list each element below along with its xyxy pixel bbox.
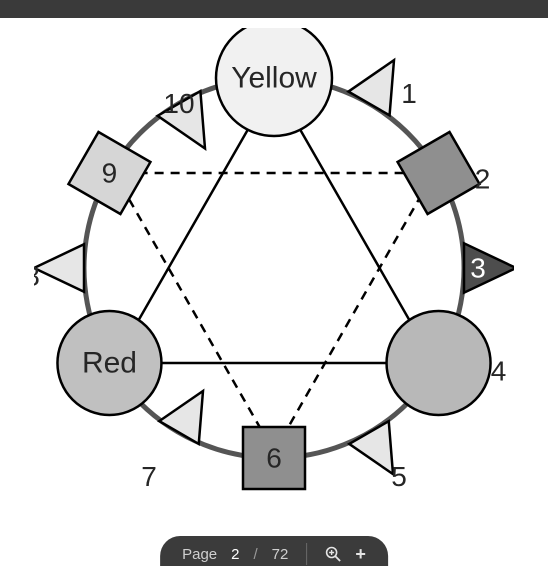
node-label-n8: 8: [34, 261, 40, 292]
node-label-n3: 3: [470, 253, 486, 284]
node-label-n4: 4: [491, 356, 507, 387]
page-total: 72: [272, 546, 289, 563]
color-wheel-diagram: Yellow 1 2 3 4 5 6 7 Red 8 9 10: [34, 28, 514, 508]
page-separator: /: [254, 546, 258, 563]
diagram-canvas: Yellow 1 2 3 4 5 6 7 Red 8 9 10: [0, 18, 548, 518]
node-red: Red: [57, 311, 161, 415]
node-label-red: Red: [82, 347, 137, 380]
page-navigator[interactable]: Page 2 / 72 +: [160, 536, 388, 566]
node-n3: 3: [464, 243, 514, 292]
node-n10: 10: [158, 88, 227, 161]
node-n6: 6: [243, 427, 305, 489]
node-label-n7: 7: [141, 461, 157, 492]
node-label-n2: 2: [475, 164, 491, 195]
page-current[interactable]: 2: [231, 546, 239, 563]
node-label-n1: 1: [401, 78, 417, 109]
node-yellow: Yellow: [216, 28, 332, 136]
node-label-n5: 5: [391, 461, 407, 492]
node-n4: 4: [387, 311, 507, 415]
zoom-plus-icon[interactable]: +: [355, 546, 366, 562]
pager-divider: [306, 543, 307, 565]
node-label-yellow: Yellow: [231, 62, 317, 95]
page-label: Page: [182, 546, 217, 563]
node-label-n10: 10: [163, 88, 194, 119]
node-label-n9: 9: [102, 158, 118, 189]
node-n9: 9: [68, 132, 150, 214]
inverted-triangle-dashed: [114, 173, 434, 452]
node-n2: 2: [398, 132, 491, 214]
node-label-n6: 6: [266, 443, 282, 474]
node-n5: 5: [349, 421, 412, 492]
viewer-topbar: [0, 0, 548, 18]
zoom-in-icon[interactable]: [325, 546, 341, 562]
node-n1: 1: [348, 48, 416, 115]
node-n8: 8: [34, 244, 84, 292]
